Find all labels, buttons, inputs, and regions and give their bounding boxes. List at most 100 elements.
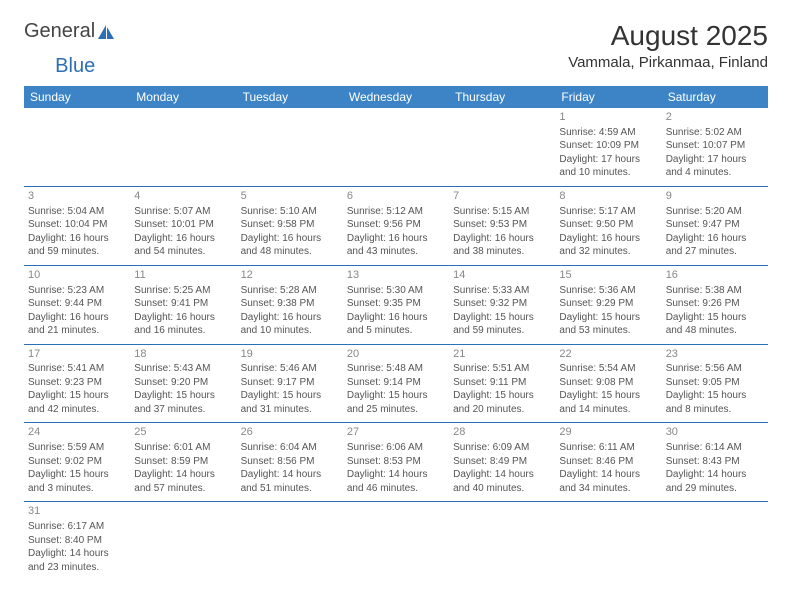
day-header: Friday xyxy=(555,86,661,108)
daylight-text: and 46 minutes. xyxy=(347,482,445,496)
day-number: 12 xyxy=(241,268,339,283)
calendar-cell: 14Sunrise: 5:33 AMSunset: 9:32 PMDayligh… xyxy=(449,265,555,344)
day-header: Thursday xyxy=(449,86,555,108)
sunrise-text: Sunrise: 5:07 AM xyxy=(134,205,232,219)
sunset-text: Sunset: 8:49 PM xyxy=(453,455,551,469)
day-number: 8 xyxy=(559,189,657,204)
daylight-text: Daylight: 16 hours xyxy=(28,311,126,325)
calendar-cell: 19Sunrise: 5:46 AMSunset: 9:17 PMDayligh… xyxy=(237,344,343,423)
daylight-text: Daylight: 16 hours xyxy=(347,232,445,246)
daylight-text: and 21 minutes. xyxy=(28,324,126,338)
day-number: 18 xyxy=(134,347,232,362)
calendar-cell xyxy=(343,502,449,580)
sunset-text: Sunset: 9:20 PM xyxy=(134,376,232,390)
daylight-text: Daylight: 15 hours xyxy=(559,311,657,325)
daylight-text: Daylight: 14 hours xyxy=(559,468,657,482)
location-subtitle: Vammala, Pirkanmaa, Finland xyxy=(568,54,768,71)
daylight-text: Daylight: 16 hours xyxy=(134,311,232,325)
daylight-text: Daylight: 16 hours xyxy=(134,232,232,246)
sunset-text: Sunset: 9:41 PM xyxy=(134,297,232,311)
sunrise-text: Sunrise: 6:06 AM xyxy=(347,441,445,455)
sunrise-text: Sunrise: 5:30 AM xyxy=(347,284,445,298)
calendar-cell: 21Sunrise: 5:51 AMSunset: 9:11 PMDayligh… xyxy=(449,344,555,423)
daylight-text: Daylight: 15 hours xyxy=(28,389,126,403)
sunset-text: Sunset: 9:50 PM xyxy=(559,218,657,232)
daylight-text: and 25 minutes. xyxy=(347,403,445,417)
daylight-text: and 5 minutes. xyxy=(347,324,445,338)
sunset-text: Sunset: 8:46 PM xyxy=(559,455,657,469)
daylight-text: Daylight: 17 hours xyxy=(666,153,764,167)
sunset-text: Sunset: 9:58 PM xyxy=(241,218,339,232)
calendar-head: SundayMondayTuesdayWednesdayThursdayFrid… xyxy=(24,86,768,108)
sunrise-text: Sunrise: 5:25 AM xyxy=(134,284,232,298)
calendar-cell: 18Sunrise: 5:43 AMSunset: 9:20 PMDayligh… xyxy=(130,344,236,423)
daylight-text: Daylight: 15 hours xyxy=(347,389,445,403)
daylight-text: and 48 minutes. xyxy=(241,245,339,259)
title-block: August 2025 Vammala, Pirkanmaa, Finland xyxy=(568,20,768,71)
sunset-text: Sunset: 9:02 PM xyxy=(28,455,126,469)
calendar-cell xyxy=(130,108,236,186)
day-number: 19 xyxy=(241,347,339,362)
calendar-cell: 25Sunrise: 6:01 AMSunset: 8:59 PMDayligh… xyxy=(130,423,236,502)
sunset-text: Sunset: 10:07 PM xyxy=(666,139,764,153)
daylight-text: Daylight: 16 hours xyxy=(241,232,339,246)
sunset-text: Sunset: 9:47 PM xyxy=(666,218,764,232)
sunrise-text: Sunrise: 5:20 AM xyxy=(666,205,764,219)
daylight-text: Daylight: 14 hours xyxy=(241,468,339,482)
day-header: Sunday xyxy=(24,86,130,108)
daylight-text: Daylight: 16 hours xyxy=(559,232,657,246)
daylight-text: Daylight: 14 hours xyxy=(347,468,445,482)
calendar-cell xyxy=(237,108,343,186)
day-number: 21 xyxy=(453,347,551,362)
daylight-text: Daylight: 16 hours xyxy=(666,232,764,246)
sunset-text: Sunset: 9:56 PM xyxy=(347,218,445,232)
sunrise-text: Sunrise: 6:01 AM xyxy=(134,441,232,455)
sunrise-text: Sunrise: 6:14 AM xyxy=(666,441,764,455)
calendar-cell: 4Sunrise: 5:07 AMSunset: 10:01 PMDayligh… xyxy=(130,186,236,265)
daylight-text: and 37 minutes. xyxy=(134,403,232,417)
day-number: 29 xyxy=(559,425,657,440)
day-number: 5 xyxy=(241,189,339,204)
calendar-cell: 22Sunrise: 5:54 AMSunset: 9:08 PMDayligh… xyxy=(555,344,661,423)
calendar-cell: 16Sunrise: 5:38 AMSunset: 9:26 PMDayligh… xyxy=(662,265,768,344)
day-number: 23 xyxy=(666,347,764,362)
daylight-text: and 51 minutes. xyxy=(241,482,339,496)
sunrise-text: Sunrise: 5:33 AM xyxy=(453,284,551,298)
day-number: 30 xyxy=(666,425,764,440)
daylight-text: and 53 minutes. xyxy=(559,324,657,338)
sunset-text: Sunset: 8:43 PM xyxy=(666,455,764,469)
calendar-cell: 24Sunrise: 5:59 AMSunset: 9:02 PMDayligh… xyxy=(24,423,130,502)
sunset-text: Sunset: 9:35 PM xyxy=(347,297,445,311)
calendar-cell: 29Sunrise: 6:11 AMSunset: 8:46 PMDayligh… xyxy=(555,423,661,502)
day-number: 14 xyxy=(453,268,551,283)
day-header: Wednesday xyxy=(343,86,449,108)
sunset-text: Sunset: 9:44 PM xyxy=(28,297,126,311)
calendar-cell: 9Sunrise: 5:20 AMSunset: 9:47 PMDaylight… xyxy=(662,186,768,265)
daylight-text: and 31 minutes. xyxy=(241,403,339,417)
day-number: 7 xyxy=(453,189,551,204)
day-number: 17 xyxy=(28,347,126,362)
daylight-text: Daylight: 15 hours xyxy=(28,468,126,482)
calendar-cell xyxy=(449,108,555,186)
day-header: Saturday xyxy=(662,86,768,108)
day-header: Monday xyxy=(130,86,236,108)
calendar-table: SundayMondayTuesdayWednesdayThursdayFrid… xyxy=(24,86,768,580)
daylight-text: and 54 minutes. xyxy=(134,245,232,259)
sunrise-text: Sunrise: 6:04 AM xyxy=(241,441,339,455)
sunset-text: Sunset: 8:40 PM xyxy=(28,534,126,548)
calendar-cell: 31Sunrise: 6:17 AMSunset: 8:40 PMDayligh… xyxy=(24,502,130,580)
sunrise-text: Sunrise: 5:28 AM xyxy=(241,284,339,298)
calendar-cell xyxy=(130,502,236,580)
calendar-cell: 28Sunrise: 6:09 AMSunset: 8:49 PMDayligh… xyxy=(449,423,555,502)
calendar-cell: 5Sunrise: 5:10 AMSunset: 9:58 PMDaylight… xyxy=(237,186,343,265)
daylight-text: and 42 minutes. xyxy=(28,403,126,417)
day-number: 25 xyxy=(134,425,232,440)
calendar-cell: 10Sunrise: 5:23 AMSunset: 9:44 PMDayligh… xyxy=(24,265,130,344)
day-number: 6 xyxy=(347,189,445,204)
sunrise-text: Sunrise: 5:48 AM xyxy=(347,362,445,376)
calendar-cell xyxy=(449,502,555,580)
daylight-text: and 27 minutes. xyxy=(666,245,764,259)
daylight-text: Daylight: 16 hours xyxy=(28,232,126,246)
day-number: 20 xyxy=(347,347,445,362)
daylight-text: and 10 minutes. xyxy=(241,324,339,338)
